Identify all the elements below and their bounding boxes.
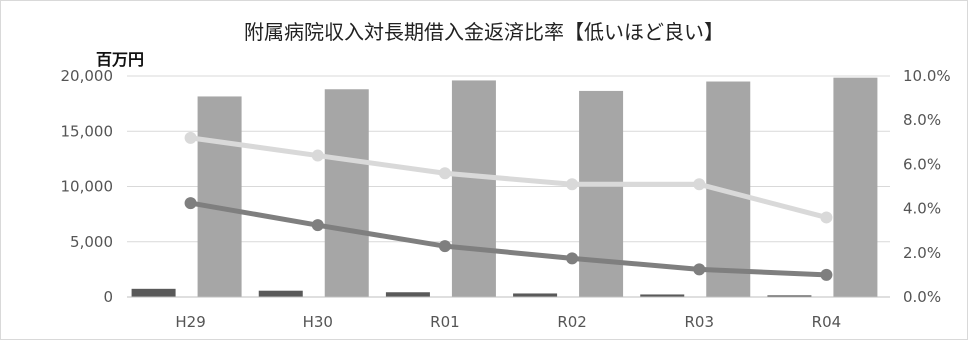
light-line-point <box>693 178 706 191</box>
x-tick-label: R01 <box>430 313 460 331</box>
left-y-tick-label: 10,000 <box>61 178 114 196</box>
right-y-tick-label: 10.0% <box>903 67 951 85</box>
dark-line-series <box>188 200 829 278</box>
lines-layer <box>184 131 833 281</box>
x-tick-label: R03 <box>684 313 714 331</box>
right-y-tick-label: 8.0% <box>903 111 941 129</box>
light-bar <box>451 80 496 297</box>
x-tick-label: H29 <box>175 313 205 331</box>
left-axis-unit-label: 百万円 <box>96 50 144 69</box>
right-y-tick-label: 6.0% <box>903 155 941 173</box>
bars-layer <box>131 77 878 298</box>
dark-line-point <box>311 219 324 232</box>
x-tick-label: R02 <box>557 313 587 331</box>
right-y-tick-label: 2.0% <box>903 244 941 262</box>
right-y-tick-label: 4.0% <box>903 200 941 218</box>
x-tick-label: R04 <box>812 313 842 331</box>
dark-bar <box>258 290 303 297</box>
dark-bar <box>513 293 558 297</box>
dark-line-point <box>820 268 833 281</box>
light-bar <box>833 77 878 297</box>
light-bar <box>324 89 369 297</box>
left-y-tick-label: 5,000 <box>70 233 113 251</box>
dark-line-point <box>438 240 451 253</box>
x-tick-label: H30 <box>303 313 333 331</box>
chart-title: 附属病院収入対長期借入金返済比率【低いほど良い】 <box>244 20 724 44</box>
dark-bar <box>131 288 176 297</box>
left-y-tick-label: 15,000 <box>61 122 114 140</box>
left-y-tick-label: 0 <box>103 288 113 306</box>
light-line-series <box>188 135 829 220</box>
dark-bar <box>640 294 685 297</box>
light-line-point <box>438 167 451 180</box>
light-bar <box>197 96 242 297</box>
dark-line-point <box>693 263 706 276</box>
light-bar <box>579 90 624 297</box>
dark-line-point <box>184 197 197 210</box>
left-y-tick-label: 20,000 <box>61 67 114 85</box>
light-line-point <box>311 149 324 162</box>
light-line-point <box>566 178 579 191</box>
dark-bar <box>767 295 812 297</box>
right-y-tick-label: 0.0% <box>903 288 941 306</box>
dark-bar <box>385 292 430 297</box>
dark-line-point <box>566 252 579 265</box>
light-line-point <box>184 131 197 144</box>
light-line-point <box>820 211 833 224</box>
axis-layer: 0 5,000 10,000 15,000 20,000 0.0% 2.0% 4.0% 6.0%… <box>61 67 951 331</box>
